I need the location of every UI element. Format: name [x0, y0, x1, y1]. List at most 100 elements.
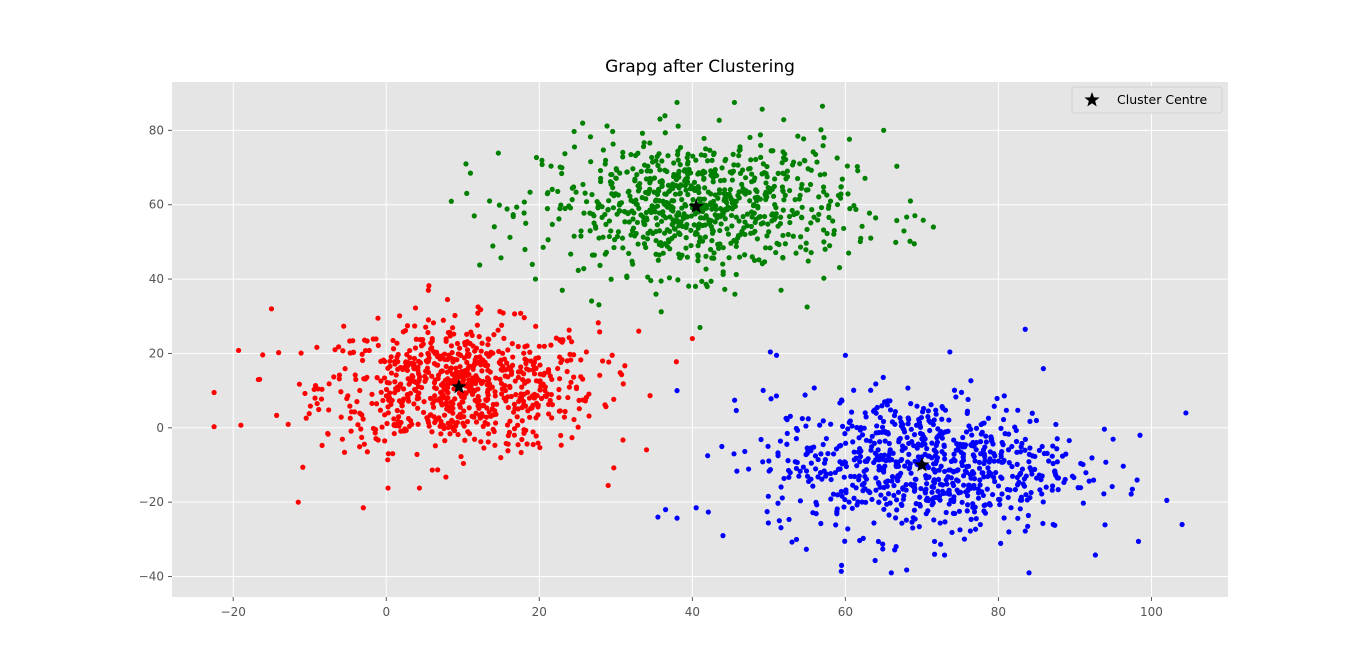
scatter-point [312, 395, 318, 401]
scatter-point [908, 426, 914, 432]
scatter-point [751, 178, 757, 184]
scatter-point [699, 278, 705, 284]
scatter-point [697, 215, 704, 221]
scatter-point [514, 204, 520, 210]
scatter-point [314, 344, 320, 350]
scatter-point [902, 463, 908, 469]
scatter-point [928, 402, 934, 408]
scatter-point [1129, 486, 1135, 492]
scatter-point [983, 433, 989, 439]
scatter-point [901, 228, 907, 234]
scatter-point [691, 222, 697, 228]
scatter-point [1034, 475, 1040, 481]
scatter-point [983, 439, 989, 445]
scatter-point [507, 383, 513, 389]
scatter-point [842, 538, 848, 544]
scatter-point [1033, 417, 1040, 424]
scatter-point [721, 177, 727, 183]
scatter-point [582, 190, 588, 196]
scatter-point [578, 357, 584, 363]
scatter-point [749, 171, 755, 177]
scatter-point [767, 245, 773, 251]
scatter-point [405, 363, 411, 369]
scatter-point [525, 408, 531, 414]
scatter-point [432, 443, 438, 449]
scatter-point [591, 252, 597, 258]
scatter-point [664, 243, 670, 249]
scatter-point [620, 245, 626, 251]
scatter-point [611, 244, 617, 251]
scatter-point [387, 390, 393, 396]
scatter-point [889, 478, 895, 484]
scatter-point [520, 398, 527, 404]
scatter-point [893, 459, 899, 465]
scatter-point [764, 509, 770, 515]
scatter-point [665, 153, 671, 159]
scatter-point [406, 381, 412, 387]
scatter-point [725, 204, 731, 210]
scatter-point [467, 170, 474, 176]
scatter-point [899, 520, 905, 526]
scatter-point [404, 351, 410, 358]
scatter-point [423, 324, 429, 330]
scatter-point [785, 231, 791, 238]
scatter-point [956, 508, 963, 514]
scatter-point [968, 475, 974, 481]
scatter-point [1022, 528, 1028, 534]
scatter-point [447, 431, 453, 437]
scatter-point [384, 420, 390, 427]
scatter-point [556, 376, 563, 382]
scatter-point [503, 367, 509, 373]
scatter-point [677, 162, 683, 168]
scatter-point [473, 419, 480, 425]
scatter-point [789, 162, 796, 168]
scatter-point [586, 413, 592, 419]
scatter-point [1022, 326, 1028, 332]
scatter-point [417, 374, 423, 380]
scatter-point [779, 495, 785, 501]
scatter-point [882, 496, 888, 502]
scatter-point [803, 423, 809, 429]
scatter-point [546, 411, 552, 417]
scatter-point [789, 539, 795, 545]
scatter-point [443, 400, 450, 406]
scatter-point [964, 464, 970, 470]
scatter-point [883, 458, 889, 464]
scatter-point [933, 442, 939, 449]
scatter-point [501, 395, 507, 401]
scatter-point [693, 229, 699, 236]
scatter-point [976, 465, 983, 471]
scatter-point [511, 401, 518, 407]
scatter-point [965, 502, 971, 508]
scatter-point [624, 273, 630, 279]
scatter-point [977, 439, 984, 445]
scatter-point [423, 358, 429, 364]
scatter-point [454, 340, 461, 347]
scatter-point [894, 507, 900, 513]
scatter-point [918, 414, 924, 421]
scatter-point [390, 451, 396, 457]
scatter-point [457, 363, 463, 370]
scatter-point [997, 501, 1003, 508]
scatter-point [857, 453, 864, 460]
scatter-point [971, 509, 978, 515]
scatter-point [773, 205, 779, 211]
scatter-point [843, 490, 849, 496]
scatter-point [744, 211, 751, 217]
scatter-point [793, 425, 799, 432]
scatter-point [609, 171, 615, 178]
scatter-point [768, 396, 774, 402]
scatter-point [464, 190, 470, 196]
scatter-point [857, 449, 863, 455]
scatter-point [515, 343, 521, 350]
scatter-point [914, 403, 920, 409]
scatter-point [805, 416, 811, 422]
scatter-point [412, 345, 419, 351]
scatter-point [1025, 512, 1031, 519]
scatter-point [508, 365, 514, 371]
scatter-point [771, 183, 777, 189]
scatter-point [677, 231, 683, 238]
scatter-point [899, 447, 905, 453]
scatter-point [690, 197, 696, 203]
scatter-point [633, 152, 639, 159]
